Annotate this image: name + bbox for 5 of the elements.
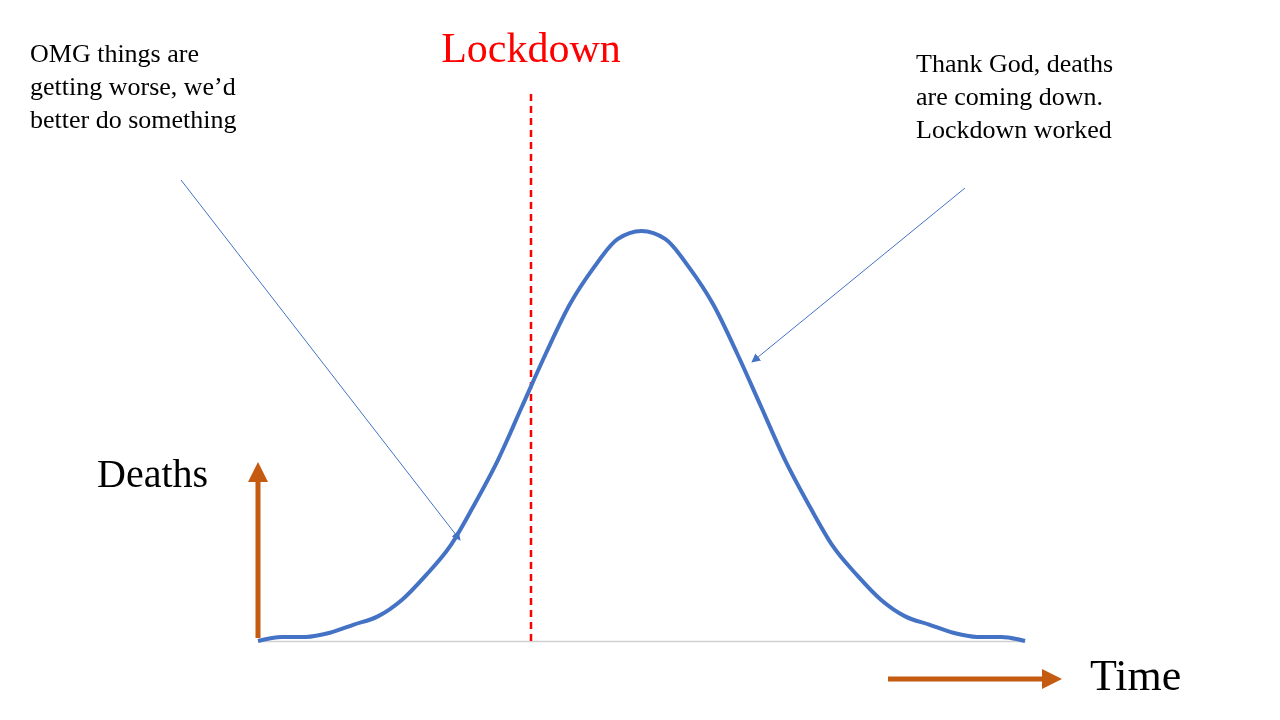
text: OMG things are getting worse, we’d better do something <box>30 39 237 134</box>
y-axis-title: Deaths <box>97 451 209 496</box>
text: Lockdown <box>441 25 621 71</box>
text: Thank God, deaths are coming down. Lockdown worked <box>916 49 1114 144</box>
x-axis-title: Time <box>1090 651 1182 700</box>
